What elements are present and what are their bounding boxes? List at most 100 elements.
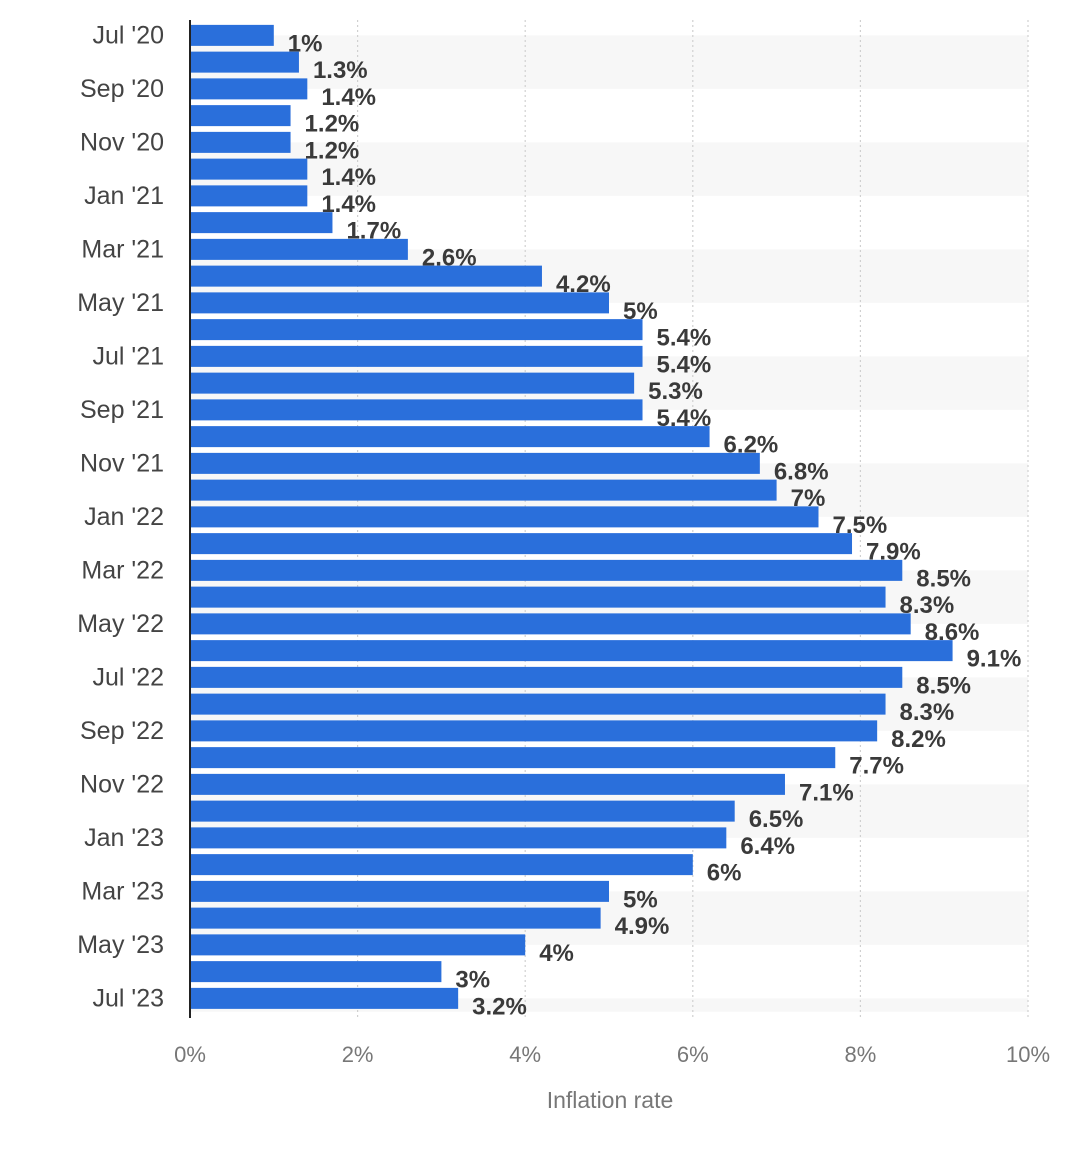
y-tick-label: May '22 (77, 610, 164, 638)
bar (191, 372, 635, 394)
data-label: 7.1% (799, 779, 854, 806)
data-label: 4.9% (615, 913, 670, 940)
bar (191, 131, 291, 153)
bar (191, 854, 693, 876)
y-tick-label: Jul '23 (93, 984, 164, 1012)
bar (191, 800, 735, 822)
y-tick-label: Sep '20 (80, 75, 164, 103)
data-label: 5.3% (648, 378, 703, 405)
x-tick-label: 8% (845, 1042, 877, 1067)
data-label: 8.3% (900, 592, 955, 619)
bar (191, 426, 710, 448)
data-label: 5.4% (657, 325, 712, 352)
bar (191, 961, 442, 983)
y-axis-tick-labels: Jul '20 Sep '20 Nov '20 Jan '21 Mar '21 May '… (77, 21, 164, 1012)
data-label: 5% (623, 298, 658, 325)
data-label: 6.5% (749, 806, 804, 833)
data-label: 1.3% (313, 57, 368, 84)
x-axis-title: Inflation rate (547, 1087, 674, 1113)
y-tick-label: Jul '22 (93, 663, 164, 691)
y-tick-label: Jul '21 (93, 342, 164, 370)
bar (191, 238, 408, 260)
y-tick-label: Mar '21 (81, 235, 164, 263)
bar (191, 265, 542, 287)
data-label: 8.6% (925, 619, 980, 646)
data-label: 7.7% (849, 753, 904, 780)
bar (191, 880, 609, 902)
bar (191, 292, 609, 314)
bar (191, 640, 953, 662)
data-label: 6.8% (774, 458, 829, 485)
bar (191, 559, 903, 581)
data-label: 1.4% (321, 191, 376, 218)
bar (191, 720, 878, 742)
bar (191, 51, 299, 73)
bar (191, 586, 886, 608)
bar (191, 987, 459, 1009)
bar (191, 773, 785, 795)
row-band (190, 142, 1028, 196)
data-label: 2.6% (422, 244, 477, 271)
vertical-gridlines (357, 20, 1029, 1018)
y-tick-label: May '21 (77, 289, 164, 317)
bar (191, 934, 526, 956)
data-label: 7% (791, 485, 826, 512)
y-tick-label: Jul '20 (93, 21, 164, 49)
bar (191, 158, 308, 180)
bar (191, 613, 911, 635)
bar (191, 479, 777, 501)
bar (191, 533, 853, 555)
y-tick-label: Sep '22 (80, 717, 164, 745)
x-tick-label: 6% (677, 1042, 709, 1067)
y-tick-label: Nov '20 (80, 128, 164, 156)
bar (191, 747, 836, 769)
bar (191, 345, 643, 367)
y-tick-label: Jan '23 (84, 824, 164, 852)
data-label: 8.5% (916, 672, 971, 699)
data-label: 1.4% (321, 164, 376, 191)
y-tick-label: Jan '21 (84, 182, 164, 210)
data-label: 6.4% (740, 833, 795, 860)
bar (191, 452, 760, 474)
data-label: 6.2% (724, 432, 779, 459)
y-tick-label: Jan '22 (84, 503, 164, 531)
bar-series (191, 24, 953, 1009)
data-label: 1.2% (305, 137, 360, 164)
bar (191, 105, 291, 127)
data-label: 3.2% (472, 993, 527, 1020)
data-labels: 1%1.3%1.4%1.2%1.2%1.4%1.4%1.7%2.6%4.2%5%… (288, 30, 1021, 1020)
bar (191, 319, 643, 341)
data-label: 4% (539, 940, 574, 967)
data-label: 1.7% (346, 218, 401, 245)
data-label: 1.2% (305, 111, 360, 138)
bar (191, 185, 308, 207)
data-label: 4.2% (556, 271, 611, 298)
x-tick-label: 2% (342, 1042, 374, 1067)
data-label: 3% (455, 967, 490, 994)
row-band (190, 35, 1028, 89)
x-tick-label: 0% (174, 1042, 206, 1067)
data-label: 1% (288, 30, 323, 57)
y-tick-label: Nov '21 (80, 449, 164, 477)
bar (191, 78, 308, 100)
x-tick-label: 4% (509, 1042, 541, 1067)
x-tick-label: 10% (1006, 1042, 1050, 1067)
data-label: 9.1% (967, 646, 1022, 673)
data-label: 8.5% (916, 565, 971, 592)
bar (191, 399, 643, 421)
data-label: 8.3% (900, 699, 955, 726)
bar (191, 827, 727, 849)
data-label: 6% (707, 860, 742, 887)
data-label: 7.9% (866, 539, 921, 566)
x-axis-tick-labels: 0% 2% 4% 6% 8% 10% (174, 1042, 1050, 1067)
y-tick-label: Sep '21 (80, 396, 164, 424)
data-label: 5.4% (657, 405, 712, 432)
data-label: 8.2% (891, 726, 946, 753)
bar (191, 24, 274, 46)
y-tick-label: May '23 (77, 931, 164, 959)
data-label: 5% (623, 886, 658, 913)
bar (191, 666, 903, 688)
bar (191, 907, 601, 929)
y-tick-label: Mar '22 (81, 556, 164, 584)
